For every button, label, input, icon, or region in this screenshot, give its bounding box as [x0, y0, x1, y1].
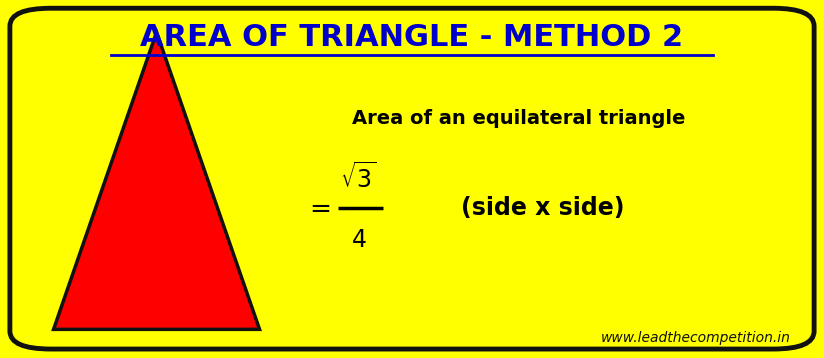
Text: Area of an equilateral triangle: Area of an equilateral triangle	[353, 108, 686, 128]
Text: $=$: $=$	[304, 195, 330, 221]
Text: $4$: $4$	[351, 228, 366, 252]
FancyBboxPatch shape	[10, 8, 814, 349]
Text: AREA OF TRIANGLE - METHOD 2: AREA OF TRIANGLE - METHOD 2	[140, 23, 684, 52]
Text: www.leadthecompetition.in: www.leadthecompetition.in	[602, 331, 791, 345]
Text: (side x side): (side x side)	[461, 195, 625, 220]
Polygon shape	[54, 32, 260, 329]
Text: $\sqrt{3}$: $\sqrt{3}$	[340, 162, 377, 193]
